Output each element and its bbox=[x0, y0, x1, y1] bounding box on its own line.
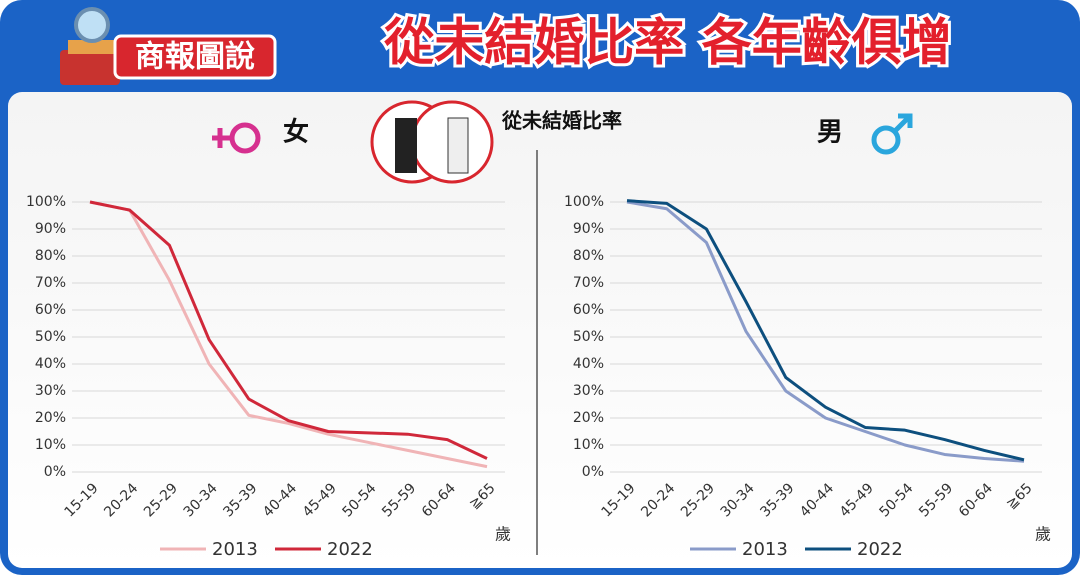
subtitle: 從未結婚比率 bbox=[501, 109, 622, 133]
y-tick-label: 60% bbox=[573, 302, 604, 318]
y-tick-label: 70% bbox=[573, 275, 604, 291]
series-line bbox=[89, 200, 488, 460]
y-tick-label: 80% bbox=[573, 248, 604, 264]
x-axis-label: 歲 bbox=[1035, 525, 1051, 544]
y-tick-label: 20% bbox=[573, 410, 604, 426]
x-axis-label: 歲 bbox=[495, 525, 511, 544]
legend-label: 2013 bbox=[212, 539, 258, 560]
chart-title: 女 bbox=[283, 117, 309, 148]
male-symbol bbox=[871, 113, 913, 155]
y-tick-label: 0% bbox=[44, 464, 66, 480]
y-tick-label: 50% bbox=[573, 329, 604, 345]
y-tick-label: 30% bbox=[35, 383, 66, 399]
y-tick-label: 10% bbox=[573, 437, 604, 453]
badge-box bbox=[113, 34, 277, 80]
y-tick-label: 100% bbox=[564, 194, 604, 210]
badge-icon bbox=[60, 7, 120, 85]
y-tick-label: 40% bbox=[573, 356, 604, 372]
y-tick-label: 10% bbox=[35, 437, 66, 453]
legend-label: 2022 bbox=[327, 539, 373, 560]
y-tick-label: 0% bbox=[582, 464, 604, 480]
badge: 商報圖說 bbox=[135, 40, 255, 75]
female-symbol bbox=[212, 122, 261, 154]
legend-label: 2013 bbox=[742, 539, 788, 560]
y-tick-label: 90% bbox=[573, 221, 604, 237]
y-tick-label: 100% bbox=[26, 194, 66, 210]
y-tick-label: 60% bbox=[35, 302, 66, 318]
y-tick-label: 70% bbox=[35, 275, 66, 291]
y-tick-label: 50% bbox=[35, 329, 66, 345]
series-line bbox=[626, 199, 1025, 462]
legend-label: 2022 bbox=[857, 539, 903, 560]
y-tick-label: 90% bbox=[35, 221, 66, 237]
chart-title: 男 bbox=[817, 118, 843, 148]
main-title: 從未結婚比率 各年齡俱增 bbox=[383, 14, 951, 72]
y-tick-label: 40% bbox=[35, 356, 66, 372]
y-tick-label: 80% bbox=[35, 248, 66, 264]
y-tick-label: 30% bbox=[573, 383, 604, 399]
y-tick-label: 20% bbox=[35, 410, 66, 426]
couple-icon bbox=[370, 100, 494, 184]
series-line bbox=[89, 200, 488, 469]
series-line bbox=[626, 200, 1025, 463]
panel bbox=[8, 92, 1072, 568]
